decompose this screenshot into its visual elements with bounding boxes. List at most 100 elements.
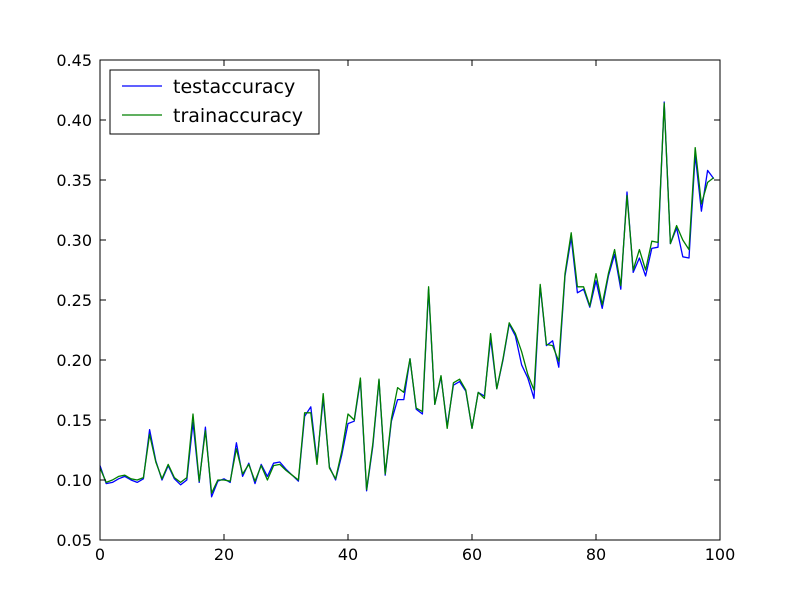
data-point-trainaccuracy (552, 345, 553, 346)
data-point-trainaccuracy (186, 477, 187, 478)
data-point-trainaccuracy (341, 451, 342, 452)
data-point-testaccuracy (261, 464, 262, 465)
legend: testaccuracy trainaccuracy (109, 69, 320, 135)
data-point-testaccuracy (533, 398, 534, 399)
data-point-testaccuracy (403, 399, 404, 400)
data-point-trainaccuracy (230, 481, 231, 482)
data-point-trainaccuracy (316, 464, 317, 465)
data-point-trainaccuracy (453, 382, 454, 383)
x-tick-label: 40 (338, 545, 358, 564)
data-point-testaccuracy (180, 484, 181, 485)
data-point-trainaccuracy (149, 434, 150, 435)
data-point-trainaccuracy (564, 273, 565, 274)
y-tick-label: 0.05 (56, 531, 92, 550)
data-point-testaccuracy (335, 479, 336, 480)
data-point-trainaccuracy (403, 392, 404, 393)
data-point-trainaccuracy (428, 286, 429, 287)
data-point-trainaccuracy (496, 388, 497, 389)
data-point-trainaccuracy (155, 461, 156, 462)
data-point-trainaccuracy (459, 379, 460, 380)
series-line-trainaccuracy (99, 102, 715, 494)
data-point-testaccuracy (137, 482, 138, 483)
data-point-testaccuracy (595, 280, 596, 281)
data-point-testaccuracy (223, 478, 224, 479)
data-point-trainaccuracy (223, 479, 224, 480)
y-tick-label: 0.10 (56, 471, 92, 490)
data-point-testaccuracy (248, 463, 249, 464)
data-point-testaccuracy (130, 479, 131, 480)
data-point-trainaccuracy (329, 467, 330, 468)
data-point-trainaccuracy (571, 232, 572, 233)
data-point-trainaccuracy (713, 177, 714, 178)
data-point-trainaccuracy (409, 358, 410, 359)
data-point-trainaccuracy (360, 377, 361, 378)
data-point-trainaccuracy (205, 430, 206, 431)
data-point-trainaccuracy (261, 465, 262, 466)
series-layer (99, 101, 715, 498)
data-point-testaccuracy (106, 483, 107, 484)
data-point-trainaccuracy (192, 413, 193, 414)
data-point-trainaccuracy (310, 412, 311, 413)
data-point-testaccuracy (397, 399, 398, 400)
data-point-trainaccuracy (335, 478, 336, 479)
data-point-testaccuracy (230, 482, 231, 483)
data-point-trainaccuracy (323, 393, 324, 394)
data-point-testaccuracy (298, 481, 299, 482)
data-point-trainaccuracy (546, 344, 547, 345)
legend-label-testaccuracy: testaccuracy (173, 76, 295, 98)
data-point-trainaccuracy (161, 478, 162, 479)
y-tick-label: 0.45 (56, 51, 92, 70)
data-point-trainaccuracy (217, 479, 218, 480)
data-point-trainaccuracy (174, 477, 175, 478)
data-point-trainaccuracy (558, 361, 559, 362)
data-point-testaccuracy (626, 191, 627, 192)
data-point-testaccuracy (422, 413, 423, 414)
data-point-testaccuracy (186, 479, 187, 480)
data-point-testaccuracy (707, 170, 708, 171)
data-point-testaccuracy (602, 308, 603, 309)
data-point-trainaccuracy (651, 241, 652, 242)
data-point-testaccuracy (664, 101, 665, 102)
data-point-trainaccuracy (527, 374, 528, 375)
data-point-trainaccuracy (614, 249, 615, 250)
data-point-testaccuracy (354, 421, 355, 422)
data-point-testaccuracy (242, 476, 243, 477)
data-point-trainaccuracy (304, 412, 305, 413)
data-point-trainaccuracy (583, 286, 584, 287)
data-point-trainaccuracy (540, 284, 541, 285)
data-point-trainaccuracy (199, 481, 200, 482)
data-point-trainaccuracy (143, 477, 144, 478)
ticks-layer: 0 20 40 60 80 100 0.05 0.10 0.15 0.20 0.25 0.30 0.35… (56, 51, 735, 564)
data-point-trainaccuracy (670, 243, 671, 244)
data-point-testaccuracy (347, 423, 348, 424)
data-point-testaccuracy (161, 479, 162, 480)
data-point-testaccuracy (701, 211, 702, 212)
data-point-trainaccuracy (236, 448, 237, 449)
data-point-trainaccuracy (645, 269, 646, 270)
data-point-testaccuracy (273, 463, 274, 464)
data-point-trainaccuracy (509, 322, 510, 323)
data-point-testaccuracy (682, 256, 683, 257)
y-tick-label: 0.20 (56, 351, 92, 370)
data-point-trainaccuracy (515, 333, 516, 334)
data-point-trainaccuracy (292, 475, 293, 476)
data-point-trainaccuracy (447, 428, 448, 429)
data-point-trainaccuracy (378, 379, 379, 380)
data-point-testaccuracy (385, 475, 386, 476)
data-point-trainaccuracy (521, 351, 522, 352)
data-point-testaccuracy (205, 427, 206, 428)
data-point-trainaccuracy (440, 375, 441, 376)
data-point-trainaccuracy (533, 389, 534, 390)
data-point-trainaccuracy (366, 489, 367, 490)
data-point-testaccuracy (633, 272, 634, 273)
data-point-trainaccuracy (372, 443, 373, 444)
data-point-testaccuracy (527, 377, 528, 378)
data-point-trainaccuracy (484, 398, 485, 399)
data-point-trainaccuracy (180, 482, 181, 483)
data-point-testaccuracy (577, 292, 578, 293)
data-point-trainaccuracy (478, 392, 479, 393)
data-point-testaccuracy (149, 429, 150, 430)
data-point-trainaccuracy (397, 387, 398, 388)
series-trainaccuracy (99, 102, 715, 494)
